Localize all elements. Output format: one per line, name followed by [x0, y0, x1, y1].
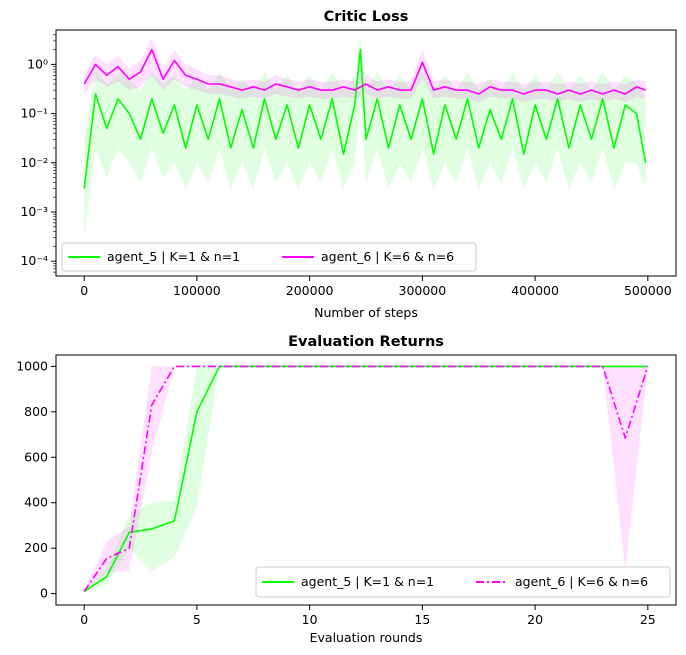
- x-tick-label: 0: [80, 283, 88, 298]
- legend: agent_5 | K=1 & n=1 agent_6 | K=6 & n=6: [61, 242, 477, 272]
- x-tick-label: 5: [193, 612, 201, 627]
- x-tick-label: 0: [80, 612, 88, 627]
- series-line-1: [83, 48, 646, 95]
- series-line-1: [83, 365, 649, 592]
- y-tick-label: 600: [24, 449, 48, 464]
- y-tick-label: 10⁻³: [20, 204, 48, 219]
- series-band-1: [84, 37, 646, 103]
- legend-label-0: agent_5 | K=1 & n=1: [301, 574, 434, 589]
- y-tick-label: 10⁰: [27, 56, 48, 71]
- critic-loss-chart: Critic Loss 0 100000 200000 300000 400000 500…: [20, 9, 677, 320]
- x-tick-label: 25: [640, 612, 656, 627]
- y-axis-ticks: 0 200 400 600 800 1000: [16, 358, 56, 601]
- y-tick-label: 400: [24, 495, 48, 510]
- x-tick-label: 300000: [399, 283, 447, 298]
- x-tick-label: 10: [302, 612, 318, 627]
- y-tick-label: 10⁻²: [20, 155, 48, 170]
- uncertainty-bands: [84, 34, 646, 238]
- x-tick-label: 400000: [511, 283, 559, 298]
- y-tick-label: 10⁻¹: [20, 106, 48, 121]
- y-tick-label: 10⁻⁴: [20, 253, 48, 268]
- series-line-0: [83, 48, 647, 189]
- x-axis-ticks: 0 5 10 15 20 25: [80, 605, 656, 627]
- legend-label-1: agent_6 | K=6 & n=6: [321, 249, 454, 264]
- plot-frame: [55, 354, 677, 606]
- legend: agent_5 | K=1 & n=1 agent_6 | K=6 & n=6: [255, 566, 671, 598]
- y-tick-label: 800: [24, 404, 48, 419]
- uncertainty-bands: [84, 366, 648, 593]
- series-band-0: [84, 366, 648, 593]
- legend-label-0: agent_5 | K=1 & n=1: [107, 249, 240, 264]
- x-tick-label: 100000: [173, 283, 221, 298]
- x-axis-label: Evaluation rounds: [310, 630, 423, 645]
- series-lines: [83, 48, 647, 189]
- legend-box: [255, 566, 671, 598]
- series-lines: [83, 365, 649, 593]
- x-tick-label: 500000: [624, 283, 672, 298]
- plot-frame: [55, 29, 677, 277]
- x-tick-label: 20: [527, 612, 543, 627]
- y-tick-label: 0: [40, 586, 48, 601]
- x-axis-ticks: 0 100000 200000 300000 400000 500000: [80, 276, 672, 298]
- x-tick-label: 15: [414, 612, 430, 627]
- y-tick-label: 1000: [16, 358, 48, 373]
- x-tick-label: 200000: [286, 283, 334, 298]
- y-tick-label: 200: [24, 540, 48, 555]
- legend-box: [61, 242, 477, 272]
- x-axis-label: Number of steps: [314, 305, 418, 320]
- series-line-0: [83, 365, 648, 593]
- chart-title: Evaluation Returns: [288, 334, 444, 350]
- evaluation-returns-chart: Evaluation Returns 0 5 10 15 20 25 0 200 400 600…: [16, 334, 677, 645]
- y-axis-ticks: 10⁻⁴ 10⁻³ 10⁻² 10⁻¹ 10⁰: [20, 34, 56, 273]
- legend-label-1: agent_6 | K=6 & n=6: [515, 574, 648, 589]
- chart-title: Critic Loss: [324, 9, 409, 25]
